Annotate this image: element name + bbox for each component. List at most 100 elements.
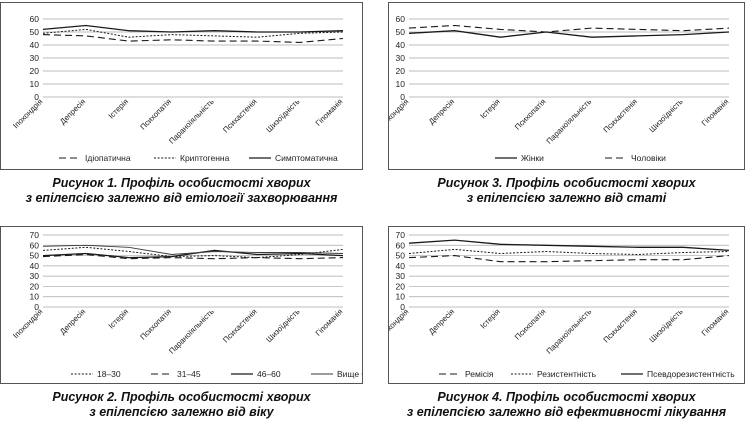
x-tick-label: Шизоїдність xyxy=(647,97,684,134)
y-tick-label: 20 xyxy=(30,281,40,291)
y-tick-label: 10 xyxy=(396,79,406,89)
legend-label: Ідіопатична xyxy=(85,153,131,163)
series-line xyxy=(42,244,344,255)
y-tick-label: 10 xyxy=(30,79,40,89)
x-tick-label: Іпохондрія xyxy=(389,97,410,130)
y-tick-label: 70 xyxy=(396,230,406,240)
x-tick-label: Іпохондрія xyxy=(11,307,44,340)
series-line xyxy=(42,249,344,259)
series-line xyxy=(408,24,730,33)
x-tick-label: Істерія xyxy=(107,97,130,120)
x-tick-label: Параноїяльність xyxy=(545,307,594,356)
y-tick-label: 50 xyxy=(396,27,406,37)
legend-label: Жінки xyxy=(521,153,544,163)
caption-line: Рисунок 3. Профіль особистості хворих xyxy=(437,176,696,190)
caption-line: з епілепсією залежно від етіології захво… xyxy=(25,191,338,205)
y-tick-label: 60 xyxy=(30,14,40,24)
legend-label: Симптоматична xyxy=(275,153,338,163)
y-tick-label: 50 xyxy=(30,27,40,37)
legend-label: Вище 60 xyxy=(337,369,362,379)
x-tick-label: Гіпоманія xyxy=(700,307,731,338)
x-tick-label: Гіпоманія xyxy=(314,97,345,128)
x-tick-label: Психастенія xyxy=(221,97,258,134)
y-tick-label: 30 xyxy=(30,271,40,281)
y-tick-label: 60 xyxy=(30,240,40,250)
x-tick-label: Шизоїдність xyxy=(264,97,301,134)
y-tick-label: 20 xyxy=(30,66,40,76)
y-tick-label: 40 xyxy=(396,40,406,50)
x-tick-label: Істерія xyxy=(478,97,501,120)
chart-panel-3: 0 10 20 30 40 50 60 Іпохондрія Депресія Істерія Пс… xyxy=(388,2,745,170)
y-tick-label: 0 xyxy=(34,92,39,102)
x-tick-label: Параноїяльність xyxy=(167,307,216,356)
x-tick-label: Депресія xyxy=(58,97,87,126)
series-line xyxy=(408,255,730,263)
y-tick-label: 70 xyxy=(30,230,40,240)
legend-label: Псевдорезистентність xyxy=(647,369,735,379)
x-tick-label: Психастенія xyxy=(602,307,639,344)
x-tick-label: Іпохондрія xyxy=(11,97,44,130)
legend-label: 31–45 xyxy=(177,369,201,379)
y-tick-label: 30 xyxy=(396,53,406,63)
legend-label: Чоловіки xyxy=(631,153,666,163)
line-chart: 0 10 20 30 40 50 60 Іпохондрія Депресія Істерія Пс… xyxy=(11,14,345,163)
x-tick-label: Депресія xyxy=(58,307,87,336)
series-line xyxy=(408,239,730,252)
caption-line: Рисунок 4. Профіль особистості хворих xyxy=(437,390,696,404)
y-tick-label: 50 xyxy=(396,251,406,261)
x-tick-label: Депресія xyxy=(427,307,456,336)
y-tick-label: 30 xyxy=(30,53,40,63)
chart-panel-2: 0 10 20 30 40 50 60 70 Іпохондрія Депресія Істерія… xyxy=(0,226,363,384)
y-tick-label: 40 xyxy=(30,40,40,50)
chart-panel-1: 0 10 20 30 40 50 60 Іпохондрія Депресія Істерія Пс… xyxy=(0,2,363,170)
series-line xyxy=(42,24,344,33)
x-tick-label: Параноїяльність xyxy=(545,97,594,146)
x-tick-label: Шизоїдність xyxy=(264,307,301,344)
y-tick-label: 50 xyxy=(30,251,40,261)
caption-line: Рисунок 1. Профіль особистості хворих xyxy=(52,176,311,190)
legend-label: Криптогенна xyxy=(180,153,230,163)
y-tick-label: 0 xyxy=(400,302,405,312)
caption-line: з епілепсією залежно від ефективності лі… xyxy=(406,405,727,419)
y-tick-label: 20 xyxy=(396,66,406,76)
y-tick-label: 20 xyxy=(396,281,406,291)
x-tick-label: Психопатія xyxy=(513,97,548,132)
x-tick-label: Шизоїдність xyxy=(647,307,684,344)
y-tick-label: 10 xyxy=(396,292,406,302)
y-tick-label: 60 xyxy=(396,14,406,24)
x-tick-label: Психастенія xyxy=(221,307,258,344)
series-line xyxy=(408,30,730,38)
chart-panel-4: 0 10 20 30 40 50 60 70 Іпохондрія Депресія Істерія… xyxy=(388,226,745,384)
caption-line: з епілепсією залежно від статі xyxy=(466,191,667,205)
x-tick-label: Психопатія xyxy=(513,307,548,342)
x-tick-label: Параноїяльність xyxy=(167,97,216,146)
y-tick-label: 30 xyxy=(396,271,406,281)
y-tick-label: 40 xyxy=(30,261,40,271)
series-line xyxy=(42,34,344,43)
legend-label: Резистентність xyxy=(537,369,597,379)
x-tick-label: Психопатія xyxy=(138,307,173,342)
x-tick-label: Істерія xyxy=(478,307,501,330)
line-chart: 0 10 20 30 40 50 60 Іпохондрія Депресія Істерія Пс… xyxy=(389,14,731,163)
y-tick-label: 0 xyxy=(400,92,405,102)
x-tick-label: Іпохондрія xyxy=(389,307,410,340)
y-tick-label: 40 xyxy=(396,261,406,271)
legend-label: 18–30 xyxy=(97,369,121,379)
legend-label: Ремісія xyxy=(465,369,494,379)
x-tick-label: Депресія xyxy=(427,97,456,126)
caption-line: з епілепсією залежно від віку xyxy=(89,405,274,419)
x-tick-label: Істерія xyxy=(107,307,130,330)
x-tick-label: Психастенія xyxy=(602,97,639,134)
figure-caption-1: Рисунок 1. Профіль особистості хворих з … xyxy=(0,176,363,206)
y-tick-label: 10 xyxy=(30,292,40,302)
caption-line: Рисунок 2. Профіль особистості хворих xyxy=(52,390,311,404)
series-line xyxy=(408,248,730,256)
x-tick-label: Психопатія xyxy=(138,97,173,132)
x-tick-label: Гіпоманія xyxy=(700,97,731,128)
y-tick-label: 0 xyxy=(34,302,39,312)
figure-caption-3: Рисунок 3. Профіль особистості хворих з … xyxy=(388,176,745,206)
figure-caption-4: Рисунок 4. Профіль особистості хворих з … xyxy=(388,390,745,420)
series-line xyxy=(42,253,344,260)
